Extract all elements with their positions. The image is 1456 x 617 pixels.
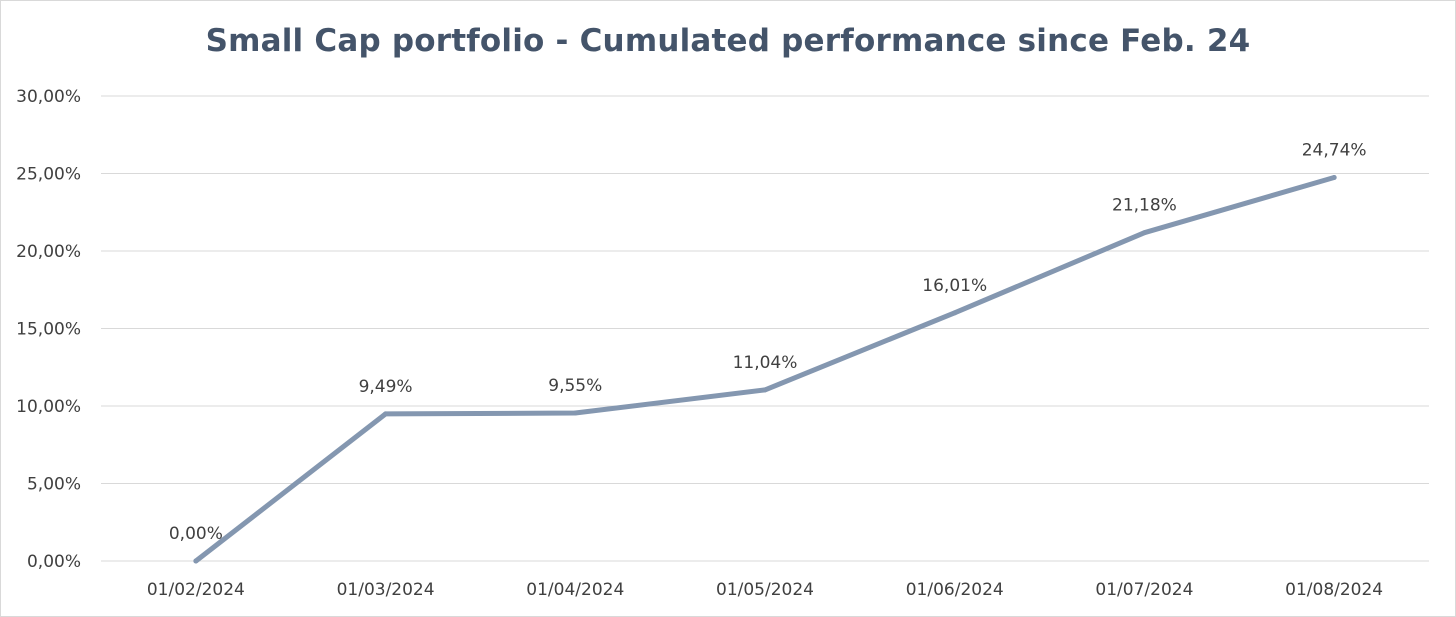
y-tick-label: 15,00% [16,320,81,340]
y-tick-label: 25,00% [16,165,81,185]
chart-title: Small Cap portfolio - Cumulated performa… [205,23,1251,59]
y-tick-label: 10,00% [16,397,81,417]
data-label: 16,01% [922,276,987,296]
data-label: 21,18% [1112,196,1177,216]
data-point [572,410,578,416]
data-point [1141,230,1147,236]
x-tick-label: 01/08/2024 [1285,580,1383,600]
y-tick-label: 30,00% [16,87,81,107]
data-point [193,558,199,564]
data-label: 9,49% [359,377,413,397]
y-tick-label: 5,00% [27,475,81,495]
data-point [762,387,768,393]
x-tick-label: 01/04/2024 [526,580,624,600]
data-label: 11,04% [733,353,798,373]
series-group [193,175,1337,564]
x-tick-label: 01/03/2024 [337,580,435,600]
x-axis-tick-labels: 01/02/2024 01/03/2024 01/04/2024 01/05/2024… [147,580,1383,600]
data-point [1331,175,1337,181]
y-tick-label: 0,00% [27,552,81,572]
gridlines [101,95,1429,562]
data-label: 24,74% [1302,141,1367,161]
data-label: 9,55% [548,376,602,396]
x-tick-label: 01/06/2024 [906,580,1004,600]
data-point [952,310,958,316]
data-label: 0,00% [169,524,223,544]
x-tick-label: 01/02/2024 [147,580,245,600]
x-tick-label: 01/05/2024 [716,580,814,600]
y-tick-label: 20,00% [16,242,81,262]
data-labels: 0,00% 9,49% 9,55% 11,04% 16,01% 21,18% 24,74% [169,141,1367,544]
y-axis-tick-labels: 0,00% 5,00% 10,00% 15,00% 20,00% 25,00% 30,00% [16,87,81,572]
x-tick-label: 01/07/2024 [1095,580,1193,600]
data-point [383,411,389,417]
